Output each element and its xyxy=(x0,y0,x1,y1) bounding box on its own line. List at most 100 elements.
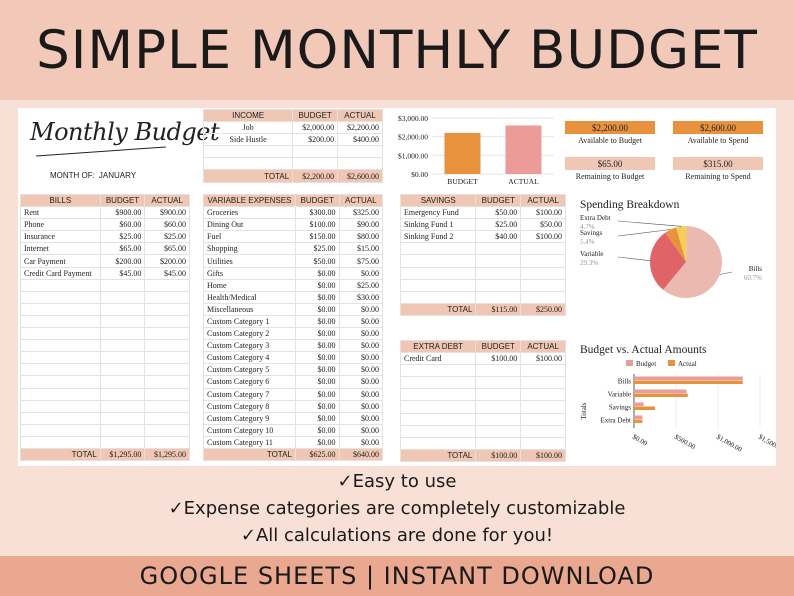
category-cell[interactable]: Health/Medical xyxy=(203,290,296,304)
budget-cell[interactable]: $50.00 xyxy=(294,254,340,268)
budget-cell[interactable]: $100.00 xyxy=(475,352,522,366)
actual-cell[interactable] xyxy=(520,290,566,304)
actual-cell[interactable] xyxy=(144,327,190,341)
budget-cell[interactable] xyxy=(475,436,522,450)
actual-cell[interactable] xyxy=(144,363,190,377)
category-cell[interactable] xyxy=(202,145,294,159)
category-cell[interactable] xyxy=(20,411,101,425)
actual-cell[interactable] xyxy=(144,423,190,437)
budget-cell[interactable]: $25.00 xyxy=(294,242,340,256)
category-cell[interactable]: Rent xyxy=(20,206,101,220)
budget-cell[interactable] xyxy=(475,412,522,426)
actual-cell[interactable] xyxy=(144,399,190,413)
category-cell[interactable] xyxy=(399,400,477,414)
category-cell[interactable]: Shopping xyxy=(203,242,296,256)
budget-cell[interactable]: $60.00 xyxy=(99,218,146,232)
budget-cell[interactable] xyxy=(99,375,146,389)
category-cell[interactable]: Phone xyxy=(20,218,101,232)
category-cell[interactable]: Credit Card Payment xyxy=(20,266,101,280)
budget-cell[interactable]: $40.00 xyxy=(475,230,522,244)
category-cell[interactable] xyxy=(20,314,101,329)
actual-cell[interactable]: $80.00 xyxy=(338,230,384,244)
category-cell[interactable]: Custom Category 4 xyxy=(203,351,296,365)
category-cell[interactable]: Custom Category 5 xyxy=(203,363,296,377)
actual-cell[interactable]: $0.00 xyxy=(338,399,384,413)
actual-cell[interactable]: $0.00 xyxy=(338,411,384,425)
budget-cell[interactable]: $100.00 xyxy=(294,218,340,232)
budget-cell[interactable] xyxy=(99,387,146,401)
budget-cell[interactable]: $300.00 xyxy=(294,206,340,220)
actual-cell[interactable]: $0.00 xyxy=(338,314,384,329)
budget-cell[interactable] xyxy=(475,376,522,390)
category-cell[interactable] xyxy=(20,363,101,377)
actual-cell[interactable]: $200.00 xyxy=(144,254,190,268)
category-cell[interactable]: Sinking Fund 1 xyxy=(399,218,477,232)
actual-cell[interactable]: $0.00 xyxy=(338,302,384,316)
category-cell[interactable]: Side Hustle xyxy=(202,133,294,147)
actual-cell[interactable]: $0.00 xyxy=(338,435,384,449)
budget-cell[interactable] xyxy=(99,423,146,437)
actual-cell[interactable]: $45.00 xyxy=(144,266,190,280)
actual-cell[interactable]: $30.00 xyxy=(338,290,384,304)
category-cell[interactable] xyxy=(20,375,101,389)
budget-cell[interactable]: $50.00 xyxy=(475,206,522,220)
actual-cell[interactable]: $25.00 xyxy=(338,278,384,292)
actual-cell[interactable] xyxy=(520,388,566,402)
category-cell[interactable] xyxy=(399,376,477,390)
actual-cell[interactable]: $2,200.00 xyxy=(337,121,383,135)
budget-cell[interactable] xyxy=(292,145,339,159)
budget-cell[interactable] xyxy=(99,339,146,353)
category-cell[interactable] xyxy=(20,387,101,401)
budget-cell[interactable]: $0.00 xyxy=(294,314,340,329)
category-cell[interactable]: Custom Category 6 xyxy=(203,375,296,389)
category-cell[interactable]: Groceries xyxy=(203,206,296,220)
budget-cell[interactable]: $0.00 xyxy=(294,290,340,304)
category-cell[interactable] xyxy=(399,254,477,268)
category-cell[interactable] xyxy=(20,290,101,304)
category-cell[interactable] xyxy=(399,424,477,438)
actual-cell[interactable] xyxy=(520,376,566,390)
category-cell[interactable] xyxy=(399,290,477,304)
category-cell[interactable] xyxy=(399,278,477,292)
actual-cell[interactable] xyxy=(520,242,566,256)
category-cell[interactable] xyxy=(20,278,101,292)
category-cell[interactable]: Insurance xyxy=(20,230,101,244)
category-cell[interactable]: Utilities xyxy=(203,254,296,268)
budget-cell[interactable] xyxy=(475,254,522,268)
budget-cell[interactable]: $0.00 xyxy=(294,278,340,292)
actual-cell[interactable] xyxy=(144,435,190,449)
actual-cell[interactable] xyxy=(337,145,383,159)
budget-cell[interactable]: $200.00 xyxy=(292,133,339,147)
actual-cell[interactable]: $325.00 xyxy=(338,206,384,220)
actual-cell[interactable] xyxy=(144,302,190,316)
actual-cell[interactable] xyxy=(144,278,190,292)
budget-cell[interactable] xyxy=(475,290,522,304)
actual-cell[interactable]: $0.00 xyxy=(338,327,384,341)
budget-cell[interactable]: $0.00 xyxy=(294,435,340,449)
actual-cell[interactable] xyxy=(520,400,566,414)
actual-cell[interactable] xyxy=(144,314,190,329)
budget-cell[interactable]: $0.00 xyxy=(294,327,340,341)
budget-cell[interactable] xyxy=(99,302,146,316)
category-cell[interactable]: Job xyxy=(202,121,294,135)
actual-cell[interactable] xyxy=(520,266,566,280)
budget-cell[interactable] xyxy=(475,242,522,256)
actual-cell[interactable]: $0.00 xyxy=(338,266,384,280)
category-cell[interactable] xyxy=(20,399,101,413)
actual-cell[interactable] xyxy=(144,351,190,365)
actual-cell[interactable]: $100.00 xyxy=(520,206,566,220)
budget-cell[interactable]: $2,000.00 xyxy=(292,121,339,135)
budget-cell[interactable] xyxy=(99,314,146,329)
category-cell[interactable] xyxy=(399,364,477,378)
budget-cell[interactable]: $0.00 xyxy=(294,363,340,377)
budget-cell[interactable]: $0.00 xyxy=(294,423,340,437)
actual-cell[interactable] xyxy=(520,278,566,292)
actual-cell[interactable]: $900.00 xyxy=(144,206,190,220)
budget-cell[interactable] xyxy=(475,364,522,378)
category-cell[interactable]: Credit Card xyxy=(399,352,477,366)
category-cell[interactable] xyxy=(20,423,101,437)
budget-cell[interactable]: $0.00 xyxy=(294,351,340,365)
budget-cell[interactable] xyxy=(99,435,146,449)
budget-cell[interactable]: $25.00 xyxy=(99,230,146,244)
actual-cell[interactable] xyxy=(520,412,566,426)
